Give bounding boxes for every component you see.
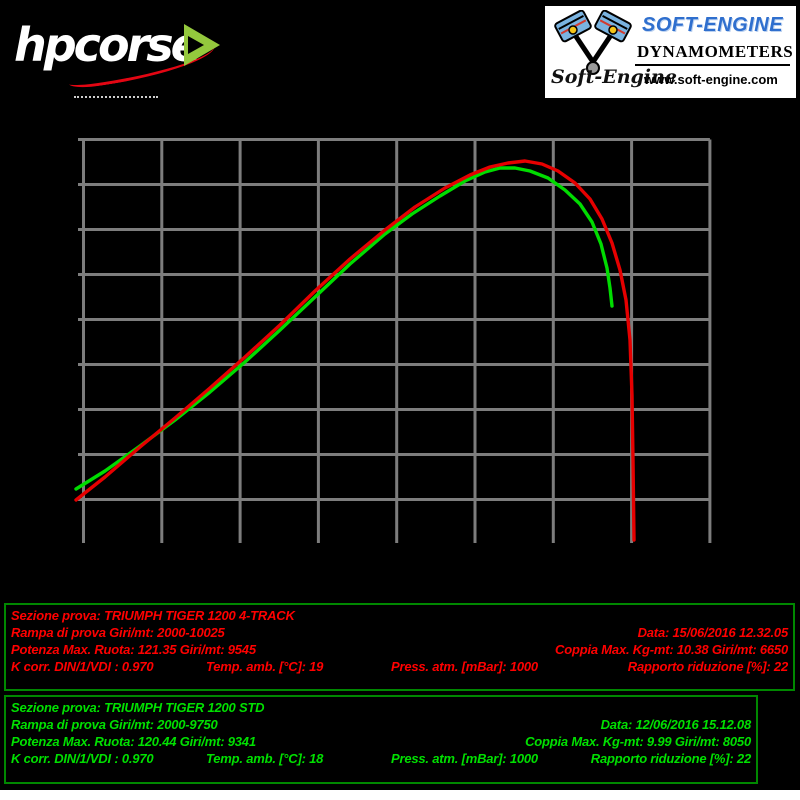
coppia-max: Coppia Max. Kg-mt: 9.99 Giri/mt: 8050 xyxy=(525,734,751,749)
logo-divider xyxy=(635,64,790,66)
result-row: K corr. DIN/1/VDI : 0.970 Temp. amb. [°C… xyxy=(11,750,751,767)
press-atm: Press. atm. [mBar]: 1000 xyxy=(391,751,538,766)
press-atm: Press. atm. [mBar]: 1000 xyxy=(391,659,538,674)
dynamometers-label: DYNAMOMETERS xyxy=(637,42,794,61)
potenza-max: Potenza Max. Ruota: 120.44 Giri/mt: 9341 xyxy=(11,734,256,749)
k-corr: K corr. DIN/1/VDI : 0.970 xyxy=(11,659,154,674)
sezione-prova: Sezione prova: TRIUMPH TIGER 1200 STD xyxy=(11,700,265,715)
data-ora: Data: 15/06/2016 12.32.05 xyxy=(637,625,789,640)
soft-engine-logo: SOFT-ENGINE DYNAMOMETERS Soft-Engine www… xyxy=(545,6,796,98)
soft-engine-script: Soft-Engine xyxy=(551,66,677,88)
temp-amb: Temp. amb. [°C]: 18 xyxy=(206,751,324,766)
result-row: Potenza Max. Ruota: 121.35 Giri/mt: 9545… xyxy=(11,641,788,658)
result-block-4track: Sezione prova: TRIUMPH TIGER 1200 4-TRAC… xyxy=(4,603,795,691)
coppia-max: Coppia Max. Kg-mt: 10.38 Giri/mt: 6650 xyxy=(555,642,788,657)
result-row: K corr. DIN/1/VDI : 0.970 Temp. amb. [°C… xyxy=(11,658,788,675)
result-row: Sezione prova: TRIUMPH TIGER 1200 4-TRAC… xyxy=(11,607,788,624)
temp-amb: Temp. amb. [°C]: 19 xyxy=(206,659,324,674)
k-corr: K corr. DIN/1/VDI : 0.970 xyxy=(11,751,154,766)
hpcorse-logo: hpcorse xyxy=(12,12,242,112)
data-ora: Data: 12/06/2016 15.12.08 xyxy=(600,717,752,732)
result-row: Sezione prova: TRIUMPH TIGER 1200 STD xyxy=(11,699,751,716)
soft-engine-wordmark: SOFT-ENGINE xyxy=(642,14,784,36)
green-arrow-notch xyxy=(188,36,204,54)
rapporto-riduzione: Rapporto riduzione [%]: 22 xyxy=(627,659,788,674)
hpcorse-wordmark: hpcorse xyxy=(14,18,202,72)
result-block-std: Sezione prova: TRIUMPH TIGER 1200 STD Ra… xyxy=(4,695,758,784)
sezione-prova: Sezione prova: TRIUMPH TIGER 1200 4-TRAC… xyxy=(11,608,295,623)
result-row: Potenza Max. Ruota: 120.44 Giri/mt: 9341… xyxy=(11,733,751,750)
rampa-di-prova: Rampa di prova Giri/mt: 2000-10025 xyxy=(11,625,225,640)
hpcorse-tagline-line xyxy=(74,96,158,98)
soft-engine-url: www.soft-engine.com xyxy=(644,72,778,87)
rampa-di-prova: Rampa di prova Giri/mt: 2000-9750 xyxy=(11,717,218,732)
potenza-max: Potenza Max. Ruota: 121.35 Giri/mt: 9545 xyxy=(11,642,256,657)
pistons-icon xyxy=(554,10,632,75)
result-row: Rampa di prova Giri/mt: 2000-10025 Data:… xyxy=(11,624,788,641)
rapporto-riduzione: Rapporto riduzione [%]: 22 xyxy=(590,751,751,766)
bottom-strip xyxy=(0,790,800,800)
result-row: Rampa di prova Giri/mt: 2000-9750 Data: … xyxy=(11,716,751,733)
